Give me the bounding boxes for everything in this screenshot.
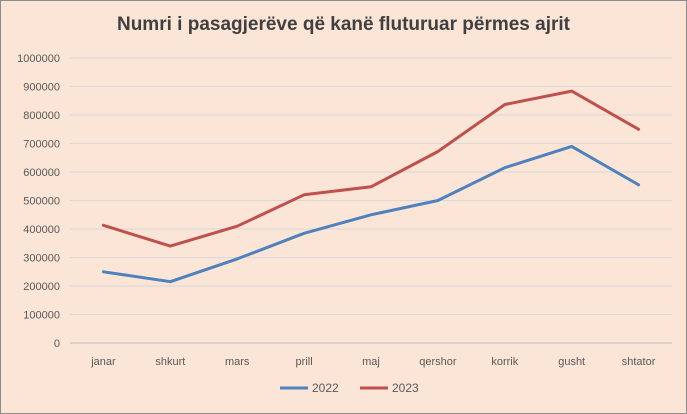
y-tick-label: 100000 [23, 310, 60, 322]
y-tick-label: 1000000 [17, 53, 60, 65]
y-tick-label: 800000 [23, 110, 60, 122]
legend-label-2023: 2023 [392, 381, 419, 395]
y-tick-label: 600000 [23, 167, 60, 179]
x-tick-label: maj [362, 356, 380, 368]
x-tick-label: gusht [558, 356, 585, 368]
legend-label-2022: 2022 [312, 381, 339, 395]
x-tick-label: janar [90, 356, 116, 368]
x-tick-label: shkurt [155, 356, 185, 368]
series-line-2022 [101, 144, 641, 284]
y-tick-label: 300000 [23, 253, 60, 265]
y-tick-label: 500000 [23, 196, 60, 208]
chart-title: Numri i pasagjerëve që kanë fluturuar pë… [116, 14, 570, 35]
y-tick-label: 900000 [23, 82, 60, 94]
x-tick-label: mars [225, 356, 250, 368]
x-tick-label: prill [296, 356, 313, 368]
y-tick-label: 200000 [23, 281, 60, 293]
legend: 2022 2023 [280, 381, 419, 395]
series-lines [101, 89, 641, 284]
x-tick-label: korrik [491, 356, 518, 368]
y-tick-label: 0 [54, 338, 60, 350]
gridlines [70, 57, 672, 344]
x-tick-label: qershor [419, 356, 457, 368]
x-axis-ticks: janar shkurt mars prill maj qershor korrik gush… [90, 356, 655, 368]
y-tick-label: 700000 [23, 139, 60, 151]
x-tick-label: shtator [622, 356, 656, 368]
series-line-2023 [101, 89, 641, 248]
y-tick-label: 400000 [23, 224, 60, 236]
y-axis-ticks: 0 100000 200000 300000 400000 500000 600000 700… [17, 53, 60, 350]
